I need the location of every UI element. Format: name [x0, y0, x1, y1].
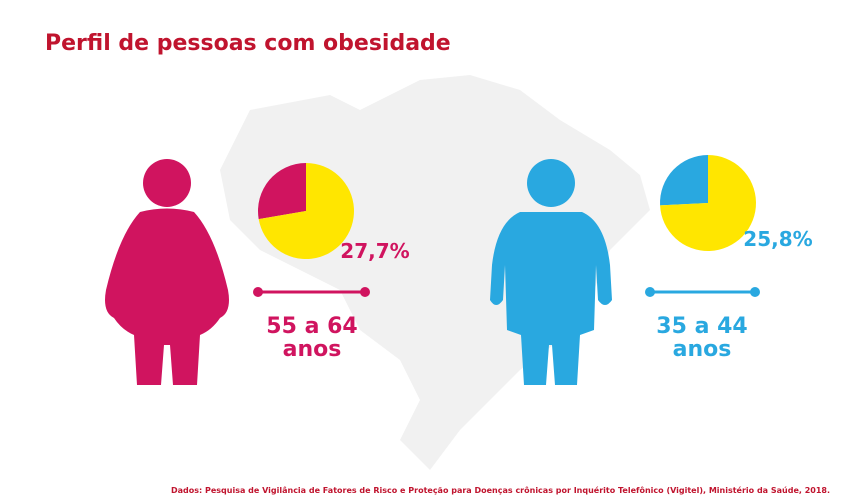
- value-label: 27,7%: [340, 239, 409, 263]
- age-range: 35 a 44: [656, 314, 747, 339]
- range-dot: [253, 287, 263, 297]
- man-figure: [490, 159, 612, 385]
- pie-slice: [660, 155, 756, 252]
- pie-slice: [659, 155, 708, 206]
- woman-figure: [105, 159, 229, 385]
- pie-slice: [258, 163, 355, 260]
- value-label: 25,8%: [743, 227, 812, 251]
- age-unit: anos: [673, 337, 732, 362]
- age-unit: anos: [283, 337, 342, 362]
- pie-slice: [258, 163, 306, 220]
- source-note: Dados: Pesquisa de Vigilância de Fatores…: [171, 485, 830, 495]
- age-range: 55 a 64: [266, 314, 357, 339]
- title: Perfil de pessoas com obesidade: [45, 31, 451, 56]
- range-dot: [750, 287, 760, 297]
- range-dot: [360, 287, 370, 297]
- range-dot: [645, 287, 655, 297]
